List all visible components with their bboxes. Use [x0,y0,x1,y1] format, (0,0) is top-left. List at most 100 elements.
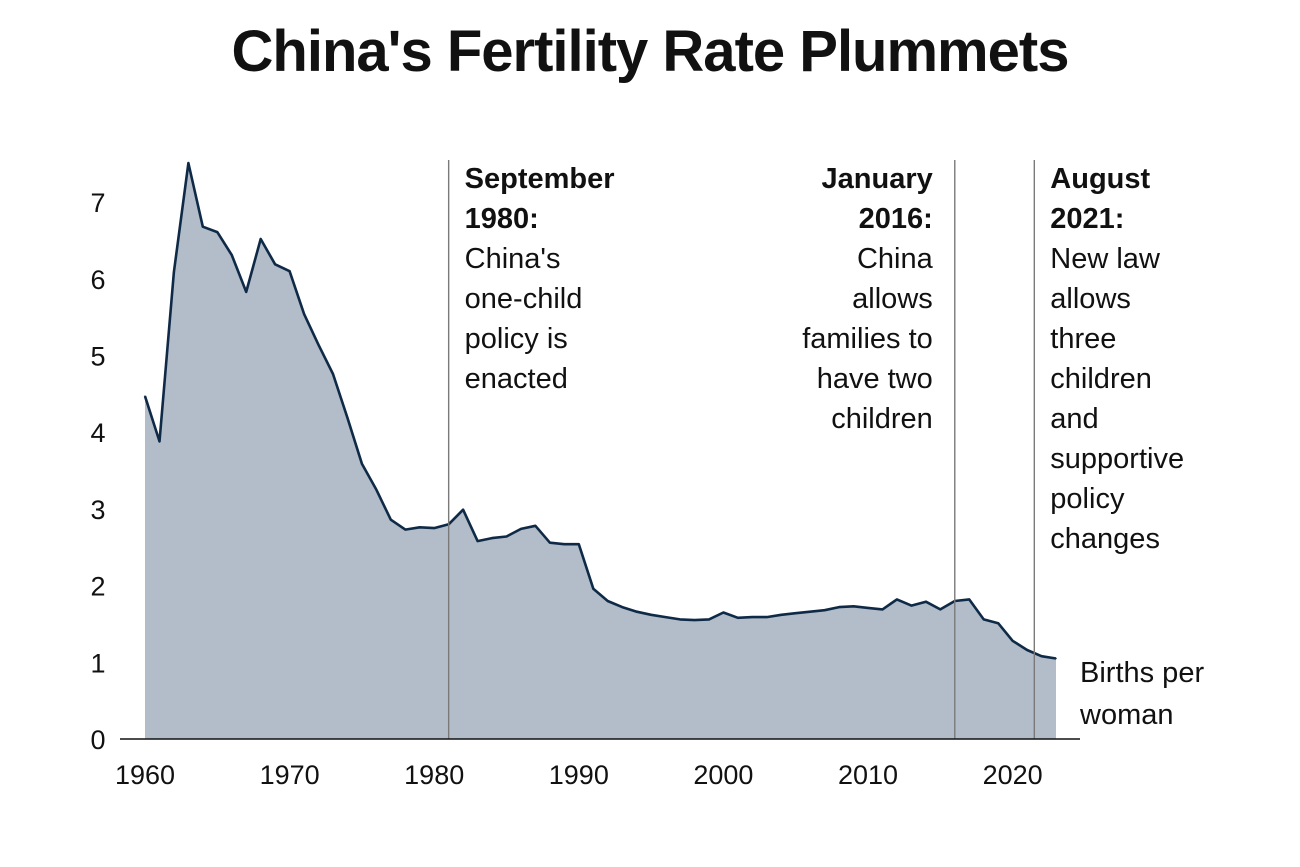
annotation-3-body-line: changes [1050,523,1160,555]
data-point-2013 [910,604,913,607]
data-point-1980 [433,527,436,529]
annotation-2-body-line: China [857,243,934,275]
axes: 1960 1970 1980 1990 2000 2010 2020 0 1 2 3 4 5 6 7 [90,188,1080,790]
data-point-2007 [823,609,826,611]
data-point-1977 [390,518,392,521]
annotation-3-body-line: policy [1050,483,1125,515]
x-tick-label-1980: 1980 [404,760,464,790]
data-point-2002 [751,616,754,618]
x-tick-label-2010: 2010 [838,760,898,790]
data-point-2011 [881,608,884,611]
data-point-1972 [317,344,320,346]
annotation-2-title-line: January [822,163,933,195]
data-point-2006 [809,610,811,613]
annotation-3-body-line: children [1050,363,1152,395]
data-point-2000 [722,611,725,614]
fertility-area-fill [145,163,1056,740]
data-point-1978 [404,528,407,531]
annotation-3-body-line: supportive [1050,443,1184,475]
annotation-3-body-line: and [1050,403,1098,435]
data-point-1982 [462,508,464,511]
annotation-2-body-line: have two [817,363,933,395]
annotation-3-body-line: New law [1050,243,1161,275]
annotation-3-title-line: August [1050,163,1150,195]
data-point-1975 [361,462,363,465]
x-tick-label-2000: 2000 [693,760,753,790]
x-tick-label-2020: 2020 [983,760,1043,790]
data-point-1971 [303,313,305,315]
data-point-1984 [491,537,493,539]
data-point-2010 [867,607,869,609]
y-tick-label-2: 2 [90,572,105,602]
data-point-1974 [346,416,349,419]
annotation-3-title-line: 2021: [1050,203,1124,235]
data-point-1960 [144,395,146,398]
data-point-1976 [375,489,378,491]
y-tick-label-3: 3 [90,495,105,525]
x-tick-label-1990: 1990 [549,760,609,790]
data-point-1993 [621,606,623,608]
data-point-2012 [896,598,898,601]
data-point-2015 [939,608,942,611]
data-point-2014 [925,600,927,603]
data-point-1969 [274,263,276,266]
y-tick-label-6: 6 [90,265,105,295]
data-point-1998 [693,619,696,621]
data-point-2021 [1026,649,1028,651]
data-point-2023 [1055,657,1057,660]
data-point-2005 [794,612,797,614]
data-point-1968 [259,238,262,240]
annotation-1-body-line: China's [465,243,561,275]
annotation-2-title-line: 2016: [859,203,933,235]
data-point-1994 [635,610,638,613]
data-point-1992 [606,600,609,602]
data-point-1995 [650,614,652,616]
annotation-1-title-line: September [465,163,615,195]
data-point-2004 [780,614,783,616]
data-point-1983 [476,540,479,542]
unit-label: Births per woman [1079,657,1204,731]
x-tick-label-1970: 1970 [260,760,320,790]
data-point-1963 [187,162,190,164]
unit-label-line: woman [1079,699,1174,731]
annotation-3-body-line: allows [1050,283,1131,315]
data-point-1988 [549,541,551,544]
data-point-1967 [245,291,247,293]
area-layer [143,161,1057,740]
y-tick-label-0: 0 [90,725,105,755]
unit-label-line: Births per [1080,657,1204,689]
data-point-2018 [982,618,985,621]
data-point-1970 [288,270,291,273]
annotation-1-body-line: one-child [465,283,583,315]
data-point-1991 [592,587,595,590]
data-point-1973 [332,373,334,375]
data-point-2001 [737,617,739,619]
data-point-1987 [534,525,537,527]
data-point-1962 [173,271,175,273]
data-point-1996 [664,616,667,618]
annotation-1-title-line: 1980: [465,203,539,235]
annotation-2-body-line: children [831,403,933,435]
data-point-1964 [202,225,204,228]
data-point-1989 [563,543,566,545]
annotation-texts: September 1980: China's one-child policy is e… [465,163,1184,555]
y-tick-label-7: 7 [90,188,105,218]
data-point-1979 [418,526,421,529]
y-tick-label-4: 4 [90,418,105,448]
annotation-lines [447,160,1036,739]
y-tick-label-1: 1 [90,648,105,678]
data-point-1965 [216,231,219,233]
data-point-1961 [158,440,161,443]
x-tick-label-1960: 1960 [115,760,175,790]
annotation-2-body-line: allows [852,283,933,315]
data-point-2020 [1011,640,1014,642]
data-point-1997 [679,618,681,621]
data-point-1986 [520,528,522,530]
annotation-2-body-line: families to [802,323,933,355]
data-point-1985 [505,535,508,538]
data-point-2009 [852,605,855,608]
data-point-1999 [708,618,710,621]
data-point-2003 [766,616,768,618]
chart-title: China's Fertility Rate Plummets [231,19,1070,84]
data-point-1990 [578,543,580,545]
